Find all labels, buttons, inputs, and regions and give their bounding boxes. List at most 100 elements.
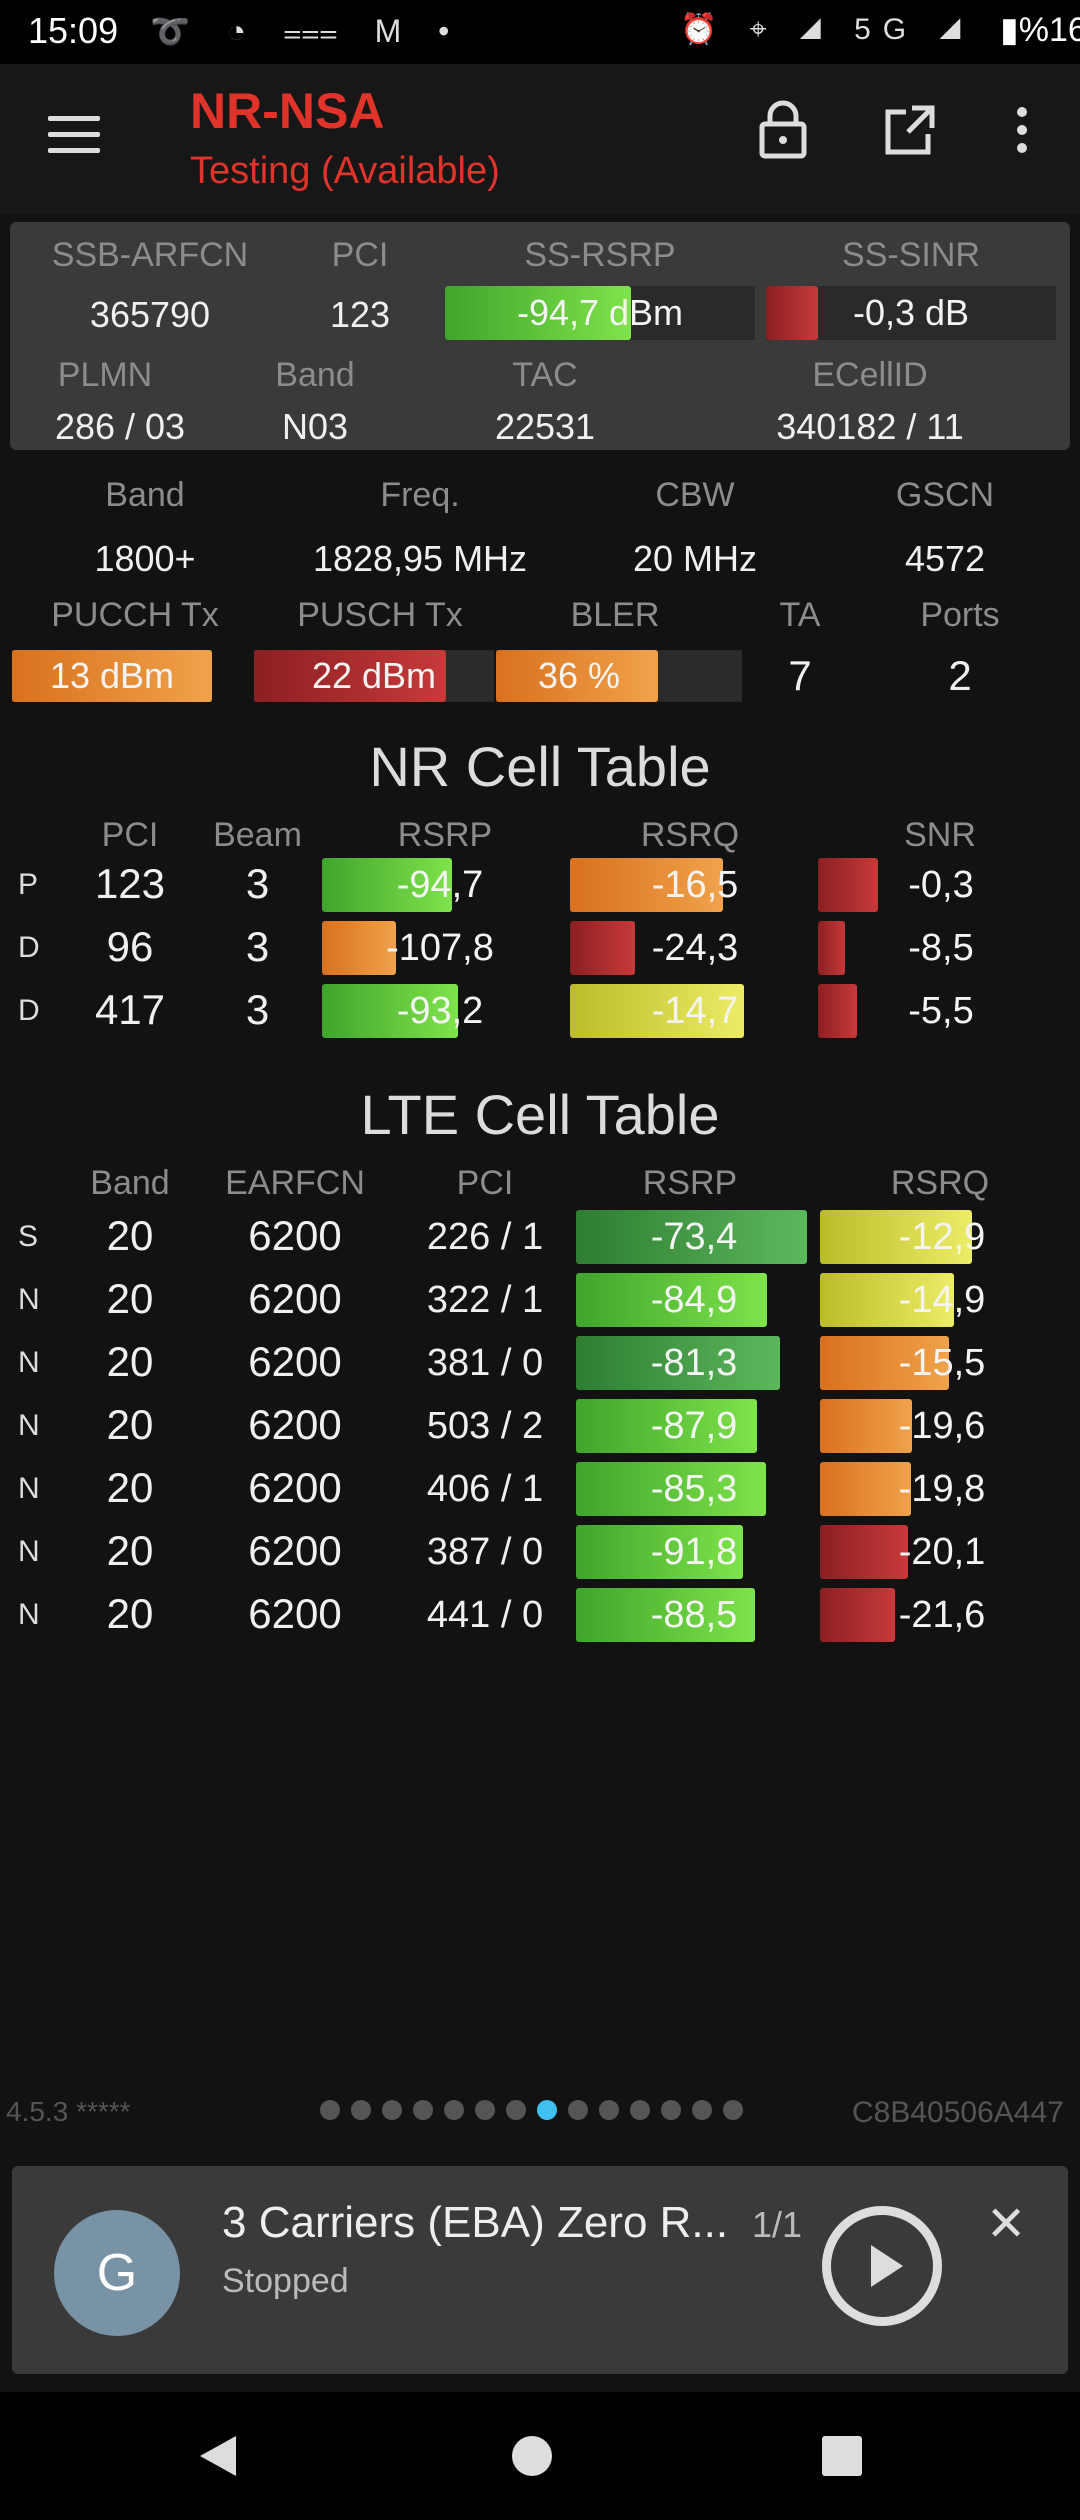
page-subtitle: Testing (Available) (190, 150, 500, 192)
page-dot[interactable] (723, 2100, 743, 2120)
pucch-label: PUCCH Tx (51, 596, 219, 634)
lte-row-rsrp: -88,5 (576, 1588, 812, 1642)
more-options-icon[interactable] (1010, 100, 1034, 173)
play-button[interactable] (822, 2206, 942, 2326)
lte-row-rsrq: -20,1 (820, 1525, 1064, 1579)
bler-value: 36 % (537, 655, 621, 696)
ssb-arfcn-label: SSB-ARFCN (51, 236, 249, 274)
nr-row-rsrp: -94,7 (322, 858, 558, 912)
nr-row-flag: D (18, 931, 40, 964)
lte-row-earfcn: 6200 (248, 1401, 342, 1448)
notification-count: 1/1 (752, 2204, 803, 2245)
nr-row-rsrp-fill (322, 921, 396, 975)
status-time: 15:09 (28, 10, 119, 51)
back-icon[interactable] (194, 2432, 240, 2485)
version-label: 4.5.3 ***** (6, 2096, 131, 2127)
lte-row-rsrq-value: -14,9 (898, 1278, 986, 1321)
nr-row-rsrq-value: -24,3 (651, 926, 739, 969)
menu-icon[interactable] (48, 116, 100, 156)
status-bar (0, 0, 1080, 64)
lte-row-flag: N (18, 1283, 40, 1316)
nr-header-rsrq: RSRQ (640, 816, 740, 854)
lte-row-rsrp-fill (576, 1525, 743, 1579)
lte-header-pci: PCI (456, 1164, 514, 1202)
page-dot[interactable] (506, 2100, 526, 2120)
page-dot[interactable] (630, 2100, 650, 2120)
ss-sinr-value: -0,3 dB (852, 292, 970, 333)
pucch-fill (12, 650, 212, 702)
nr-row-snr-value: -0,3 (908, 863, 974, 906)
lte-row-rsrp-value: -84,9 (650, 1278, 738, 1321)
nr-row-rsrq-value: -14,7 (651, 989, 739, 1032)
lte-table-title: LTE Cell Table (360, 1083, 720, 1146)
nr-row-beam: 3 (245, 923, 270, 970)
nr-row-pci: 417 (94, 986, 166, 1033)
nr-header-snr: SNR (904, 816, 976, 854)
nr-row-snr-value: -8,5 (908, 926, 974, 969)
page-dot[interactable] (568, 2100, 588, 2120)
page-dot[interactable] (413, 2100, 433, 2120)
lte-row-band: 20 (106, 1401, 154, 1448)
lte-row-earfcn: 6200 (248, 1212, 342, 1259)
page-indicator[interactable] (320, 2100, 754, 2125)
page-dot[interactable] (692, 2100, 712, 2120)
pucch-bar: 13 dBm (12, 650, 212, 702)
page-dot[interactable] (599, 2100, 619, 2120)
close-icon[interactable]: ✕ (986, 2198, 1027, 2251)
recents-icon[interactable] (822, 2436, 862, 2481)
page-title: NR-NSA (190, 83, 385, 139)
lte-row-rsrq-fill (820, 1210, 972, 1264)
home-icon[interactable] (510, 2434, 554, 2483)
lte-row-flag: N (18, 1472, 40, 1505)
page-dot[interactable] (537, 2100, 557, 2120)
lte-row-rsrq: -19,8 (820, 1462, 1064, 1516)
lte-row-band: 20 (106, 1590, 154, 1637)
nr-header-beam: Beam (213, 816, 302, 854)
lte-row-rsrq: -12,9 (820, 1210, 1064, 1264)
ss-sinr-label: SS-SINR (842, 236, 980, 274)
ta-value: 7 (788, 652, 812, 699)
avatar: G (54, 2210, 180, 2336)
nr-row-flag: D (18, 994, 40, 1027)
lte-row-rsrq-fill (820, 1399, 912, 1453)
page-dot[interactable] (351, 2100, 371, 2120)
lte-row-rsrq: -14,9 (820, 1273, 1064, 1327)
lte-row-pci: 322 / 1 (426, 1279, 544, 1321)
lte-row-rsrq: -15,5 (820, 1336, 1064, 1390)
lte-row-flag: N (18, 1346, 40, 1379)
nr-row-snr: -8,5 (818, 921, 1064, 975)
lte-row-pci: 387 / 0 (426, 1531, 544, 1573)
nr-row-rsrq-fill (570, 921, 635, 975)
lte-row-earfcn: 6200 (248, 1590, 342, 1637)
lte-row-pci: 441 / 0 (426, 1594, 544, 1636)
nr-row-rsrq-fill (570, 984, 744, 1038)
nr-row-rsrp-value: -93,2 (396, 989, 484, 1032)
cbw-value: 20 MHz (632, 538, 758, 579)
page-dot[interactable] (475, 2100, 495, 2120)
page-dot[interactable] (444, 2100, 464, 2120)
nr-row-rsrq: -24,3 (570, 921, 820, 975)
lock-icon[interactable] (758, 100, 808, 173)
ss-rsrp-fill (445, 286, 631, 340)
lte-header-rsrq: RSRQ (890, 1164, 990, 1202)
nr-row-snr-value: -5,5 (908, 989, 974, 1032)
lte-row-band: 20 (106, 1464, 154, 1511)
page-dot[interactable] (382, 2100, 402, 2120)
nr-row-rsrq-fill (570, 858, 723, 912)
ta-label: TA (779, 596, 821, 634)
pusch-label: PUSCH Tx (297, 596, 463, 634)
tac-value: 22531 (494, 406, 596, 447)
nr-row-snr-fill (818, 921, 845, 975)
share-icon[interactable] (884, 104, 936, 169)
nr-row-beam: 3 (245, 860, 270, 907)
nr-row-snr: -5,5 (818, 984, 1064, 1038)
pucch-value: 13 dBm (49, 655, 175, 696)
page-dot[interactable] (320, 2100, 340, 2120)
lte-header-rsrp: RSRP (642, 1164, 738, 1202)
bler-fill (496, 650, 659, 702)
ports-label: Ports (920, 596, 1000, 634)
notification-icons: ➰ ◔ ⩶ M • (150, 13, 464, 49)
nr-row-snr-fill (818, 984, 857, 1038)
page-dot[interactable] (661, 2100, 681, 2120)
lte-row-rsrq-value: -15,5 (898, 1341, 986, 1384)
